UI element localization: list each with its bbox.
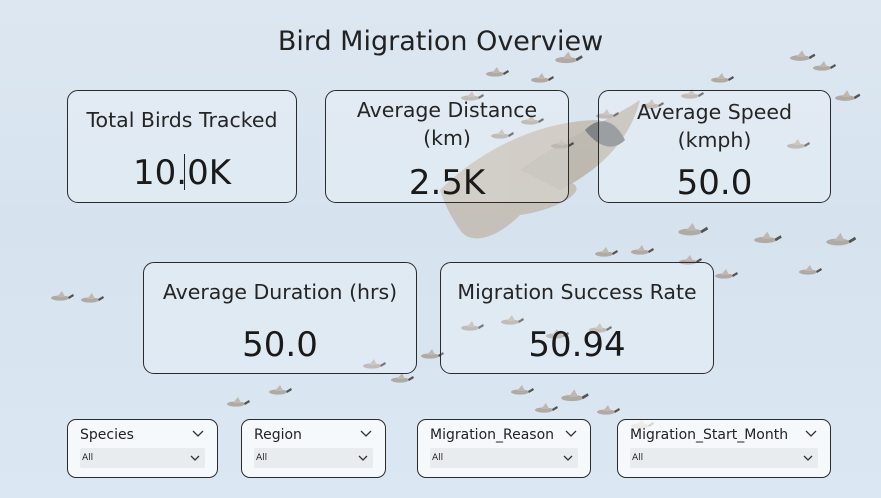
card-value: 50.94: [528, 325, 626, 365]
chevron-down-icon[interactable]: [357, 452, 369, 464]
slicer-title: Species: [80, 427, 134, 443]
slicer-title: Region: [254, 427, 302, 443]
card-label: Average Distance (km): [356, 98, 538, 150]
kpi-card-average-speed[interactable]: Average Speed (kmph) 50.0: [598, 90, 831, 203]
slicer-selected-value: All: [256, 453, 268, 463]
slicer-selected-value: All: [632, 453, 644, 463]
card-value: 50.0: [242, 325, 318, 365]
chevron-down-icon[interactable]: [564, 426, 578, 440]
kpi-card-average-duration[interactable]: Average Duration (hrs) 50.0: [143, 262, 417, 374]
slicer-dropdown[interactable]: All: [430, 448, 578, 468]
card-value: 10.0K: [133, 153, 231, 193]
kpi-card-average-distance[interactable]: Average Distance (km) 2.5K: [325, 90, 569, 203]
chevron-down-icon[interactable]: [189, 452, 201, 464]
chevron-down-icon[interactable]: [359, 426, 373, 440]
slicer-dropdown[interactable]: All: [80, 448, 205, 468]
slicer-migration-start-month[interactable]: Migration_Start_Month All: [617, 419, 831, 478]
slicer-species[interactable]: Species All: [67, 419, 218, 478]
slicer-selected-value: All: [82, 453, 94, 463]
slicer-dropdown[interactable]: All: [630, 448, 818, 468]
card-value: 2.5K: [408, 163, 486, 203]
chevron-down-icon[interactable]: [191, 426, 205, 440]
slicer-migration-reason[interactable]: Migration_Reason All: [417, 419, 591, 478]
slicer-region[interactable]: Region All: [241, 419, 386, 478]
card-value: 50.0: [676, 163, 753, 203]
slicer-title: Migration_Start_Month: [630, 427, 789, 443]
page-title: Bird Migration Overview: [277, 26, 604, 57]
chevron-down-icon[interactable]: [802, 452, 814, 464]
text-cursor: [184, 154, 185, 190]
card-label: Total Birds Tracked: [86, 108, 278, 132]
slicer-dropdown[interactable]: All: [254, 448, 373, 468]
kpi-card-total-birds[interactable]: Total Birds Tracked 10.0K: [67, 90, 297, 203]
card-label: Migration Success Rate: [457, 280, 697, 304]
kpi-card-migration-success-rate[interactable]: Migration Success Rate 50.94: [440, 262, 714, 374]
chevron-down-icon[interactable]: [562, 452, 574, 464]
card-label: Average Speed (kmph): [637, 100, 792, 152]
slicer-title: Migration_Reason: [430, 427, 555, 443]
chevron-down-icon[interactable]: [804, 426, 818, 440]
card-label: Average Duration (hrs): [162, 280, 398, 304]
slicer-selected-value: All: [432, 453, 444, 463]
